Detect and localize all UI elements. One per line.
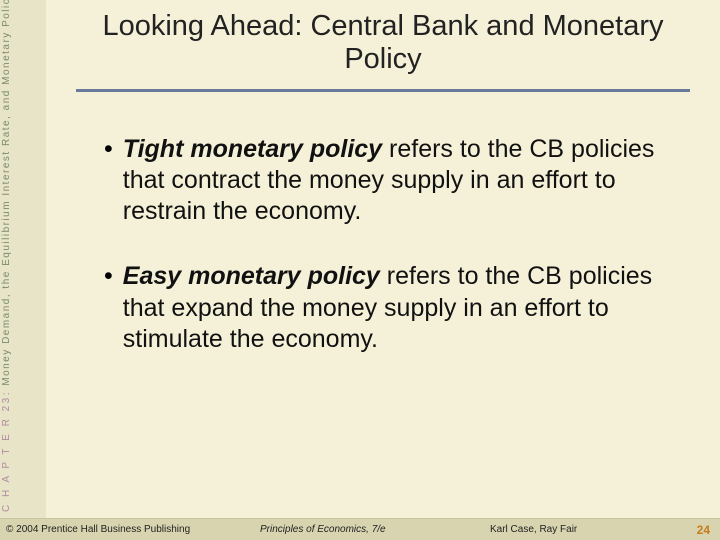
- sidebar: C H A P T E R 23: Money Demand, the Equi…: [0, 0, 46, 540]
- footer-authors: Karl Case, Ray Fair: [490, 524, 660, 535]
- sidebar-chapter-label: C H A P T E R 23: Money Demand, the Equi…: [1, 0, 12, 512]
- footer-book: Principles of Economics, 7/e: [260, 524, 490, 535]
- chapter-text: Money Demand, the Equilibrium Interest R…: [1, 0, 12, 390]
- bullet-text: Tight monetary policy refers to the CB p…: [123, 134, 660, 228]
- bullet-item: • Tight monetary policy refers to the CB…: [104, 134, 660, 228]
- slide-title: Looking Ahead: Central Bank and Monetary…: [46, 0, 720, 85]
- footer-page-number: 24: [697, 523, 710, 537]
- footer: © 2004 Prentice Hall Business Publishing…: [0, 518, 720, 540]
- main-content: Looking Ahead: Central Bank and Monetary…: [46, 0, 720, 540]
- bullet-item: • Easy monetary policy refers to the CB …: [104, 261, 660, 355]
- chapter-prefix: C H A P T E R 23:: [1, 390, 12, 512]
- bullet-bold: Tight monetary policy: [123, 135, 382, 163]
- content-area: • Tight monetary policy refers to the CB…: [46, 92, 720, 356]
- bullet-mark-icon: •: [104, 261, 113, 355]
- bullet-mark-icon: •: [104, 134, 113, 228]
- footer-copyright: © 2004 Prentice Hall Business Publishing: [0, 524, 260, 535]
- bullet-bold: Easy monetary policy: [123, 262, 380, 290]
- bullet-text: Easy monetary policy refers to the CB po…: [123, 261, 660, 355]
